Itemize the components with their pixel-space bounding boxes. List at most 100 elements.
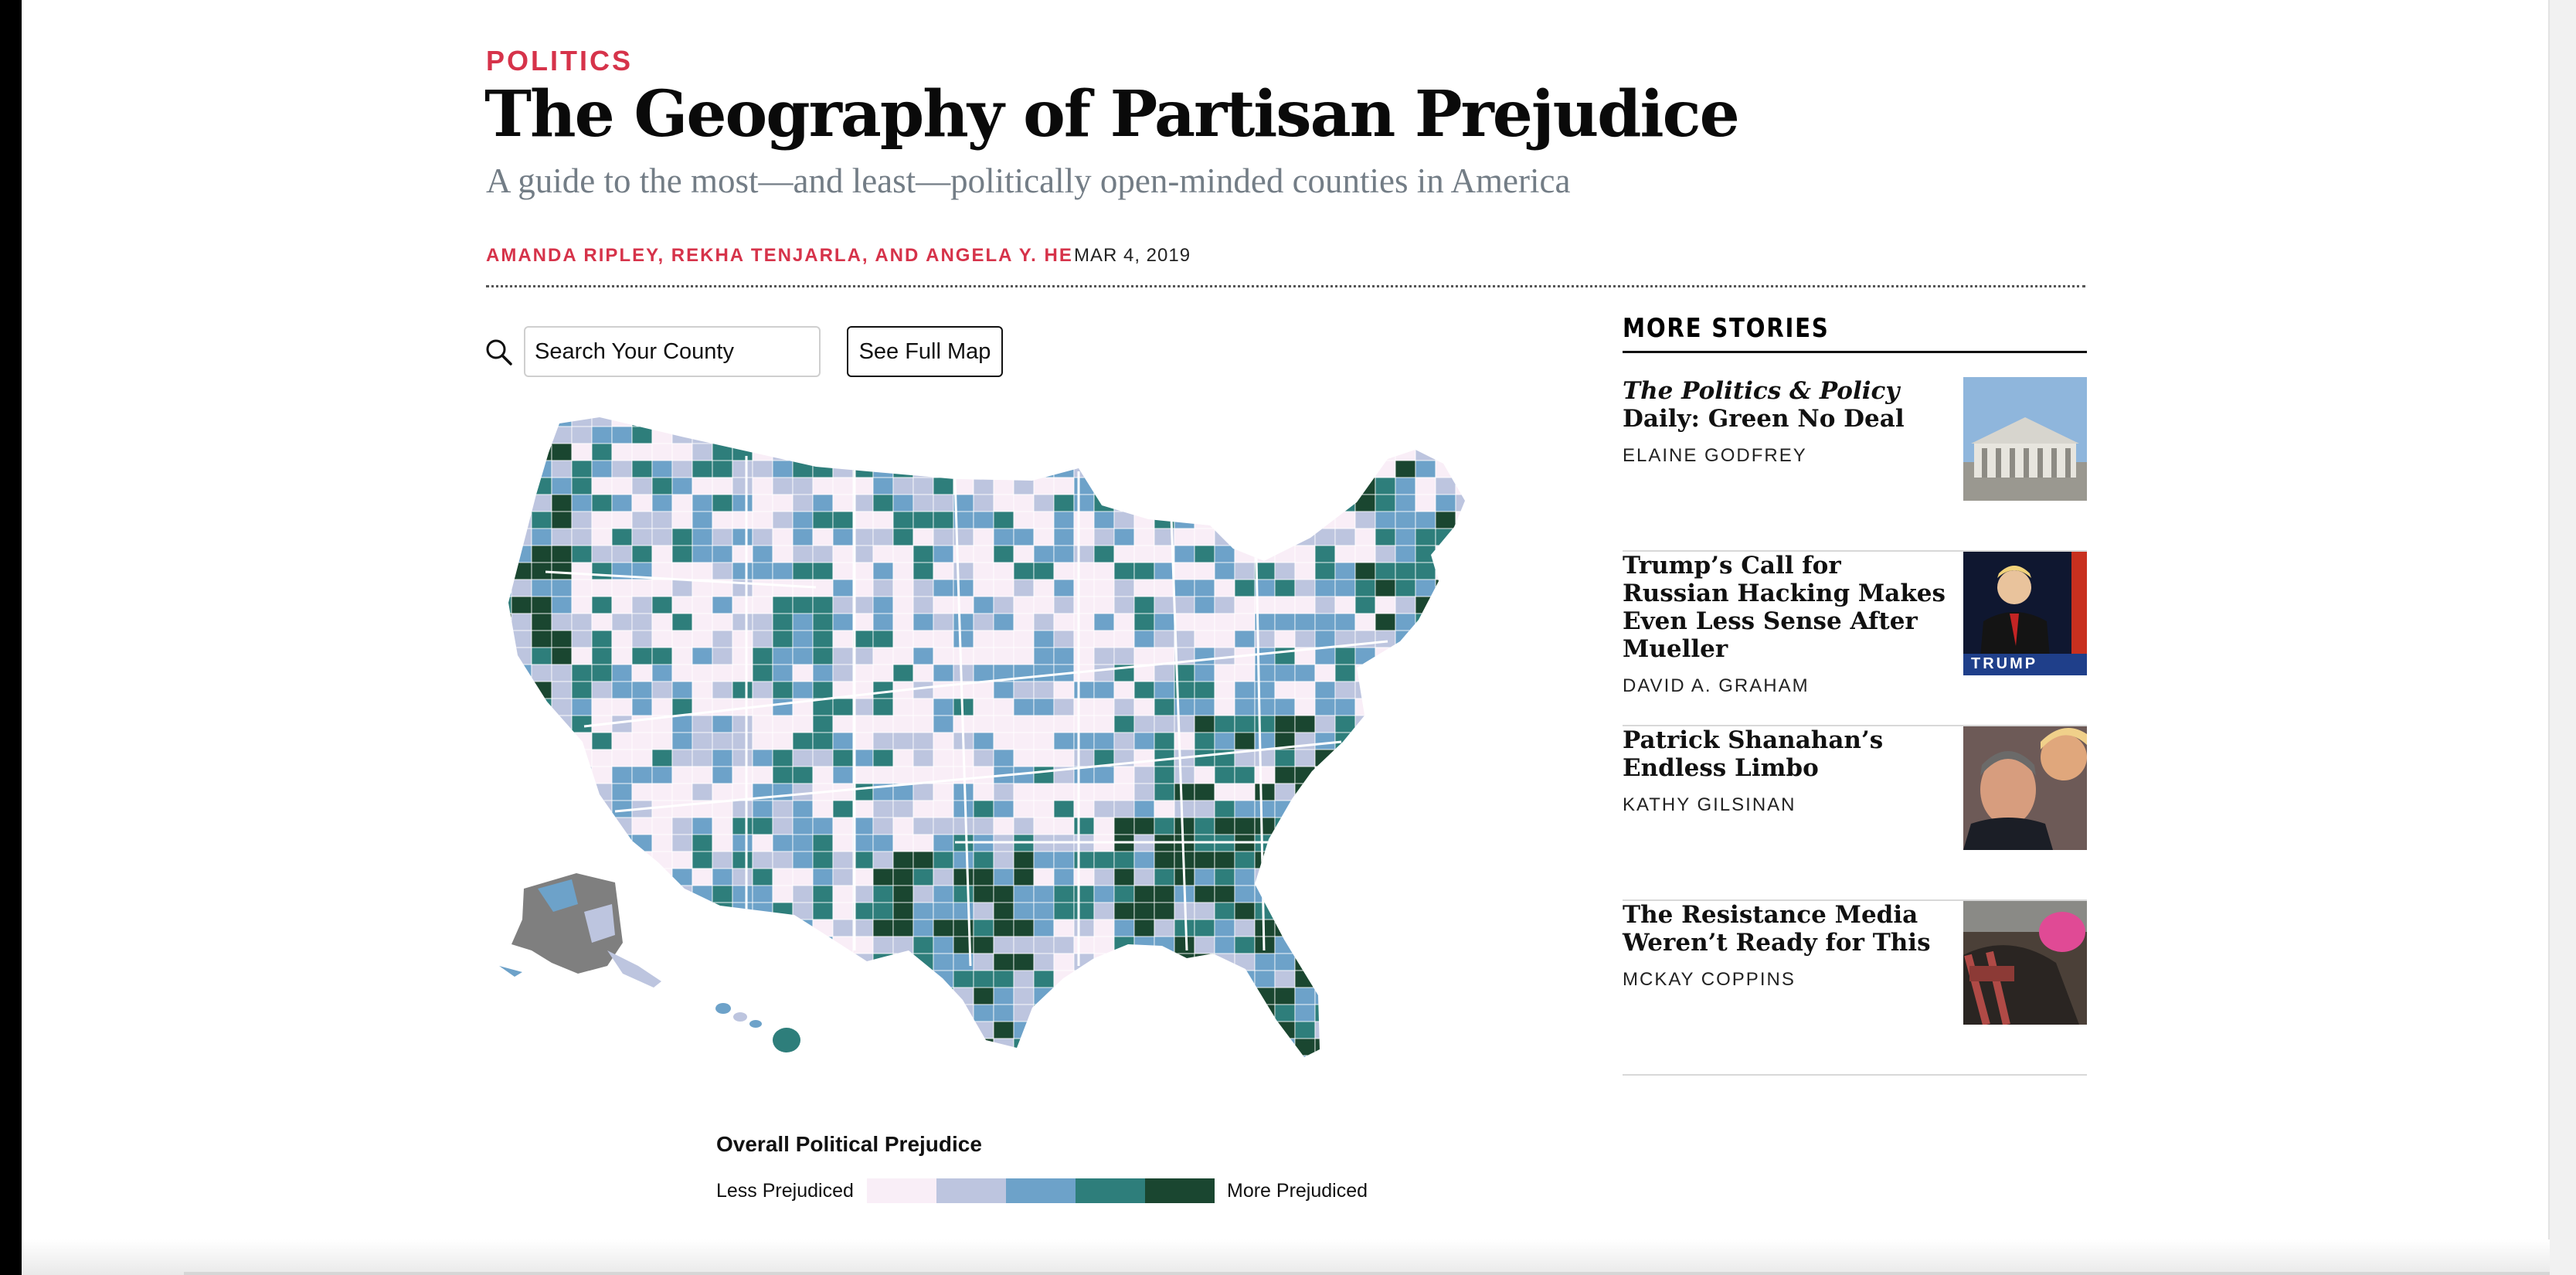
county-cell[interactable] [571, 681, 593, 699]
county-cell[interactable] [993, 902, 1014, 920]
county-cell[interactable] [1294, 1038, 1316, 1056]
county-cell[interactable] [1214, 715, 1235, 733]
county-cell[interactable] [692, 460, 713, 478]
county-cell[interactable] [591, 834, 613, 852]
county-cell[interactable] [1234, 953, 1256, 971]
county-cell[interactable] [671, 868, 693, 886]
county-cell[interactable] [1476, 767, 1496, 784]
county-cell[interactable] [993, 800, 1014, 818]
county-cell[interactable] [912, 443, 934, 461]
county-cell[interactable] [1234, 596, 1256, 614]
county-cell[interactable] [531, 834, 552, 852]
county-cell[interactable] [1214, 562, 1235, 580]
county-cell[interactable] [933, 613, 954, 631]
county-cell[interactable] [491, 868, 512, 886]
county-cell[interactable] [912, 1021, 934, 1039]
county-cell[interactable] [491, 766, 512, 784]
county-cell[interactable] [1354, 681, 1376, 699]
county-cell[interactable] [1476, 988, 1496, 1005]
county-cell[interactable] [1496, 665, 1516, 682]
county-cell[interactable] [1435, 681, 1456, 699]
county-cell[interactable] [511, 851, 532, 869]
county-cell[interactable] [1496, 903, 1516, 920]
county-cell[interactable] [933, 443, 954, 461]
county-cell[interactable] [511, 698, 532, 716]
county-cell[interactable] [692, 1073, 712, 1074]
county-cell[interactable] [1415, 970, 1436, 988]
county-cell[interactable] [892, 545, 914, 563]
county-cell[interactable] [1234, 460, 1256, 478]
county-cell[interactable] [1455, 851, 1476, 869]
county-cell[interactable] [1053, 715, 1075, 733]
county-cell[interactable] [1435, 1038, 1456, 1056]
county-cell[interactable] [1214, 783, 1235, 801]
county-cell[interactable] [491, 477, 512, 495]
county-cell[interactable] [912, 970, 934, 988]
county-cell[interactable] [1314, 1021, 1336, 1039]
story-title[interactable]: The Resistance Media Weren’t Ready for T… [1623, 901, 1955, 994]
county-cell[interactable] [1415, 732, 1436, 750]
county-cell[interactable] [511, 596, 532, 614]
county-cell[interactable] [1334, 1055, 1356, 1073]
county-cell[interactable] [1033, 545, 1055, 563]
county-cell[interactable] [1476, 631, 1496, 648]
county-cell[interactable] [933, 630, 954, 648]
county-cell[interactable] [973, 800, 994, 818]
county-cell[interactable] [1093, 868, 1115, 886]
county-cell[interactable] [1214, 511, 1235, 529]
county-cell[interactable] [812, 460, 834, 478]
county-cell[interactable] [1234, 681, 1256, 699]
county-cell[interactable] [1455, 902, 1476, 920]
county-cell[interactable] [1516, 478, 1536, 495]
county-cell[interactable] [1254, 460, 1276, 478]
county-cell[interactable] [1113, 630, 1135, 648]
county-cell[interactable] [852, 902, 874, 920]
county-cell[interactable] [1516, 716, 1536, 733]
county-cell[interactable] [1174, 596, 1195, 614]
county-cell[interactable] [1435, 800, 1456, 818]
county-cell[interactable] [631, 596, 653, 614]
county-cell[interactable] [631, 545, 653, 563]
county-cell[interactable] [1113, 562, 1135, 580]
county-cell[interactable] [872, 664, 894, 682]
county-cell[interactable] [852, 800, 874, 818]
county-cell[interactable] [1536, 648, 1550, 665]
county-cell[interactable] [872, 528, 894, 546]
county-cell[interactable] [692, 664, 713, 682]
story-card-2[interactable]: Trump’s Call for Russian Hacking Makes E… [1623, 552, 2087, 726]
county-cell[interactable] [1214, 817, 1235, 835]
county-cell[interactable] [571, 732, 593, 750]
county-cell[interactable] [1354, 766, 1376, 784]
county-cell[interactable] [1395, 562, 1416, 580]
county-cell[interactable] [1254, 970, 1276, 988]
county-cell[interactable] [892, 664, 914, 682]
county-cell[interactable] [953, 613, 974, 631]
county-cell[interactable] [632, 1073, 652, 1074]
county-cell[interactable] [692, 834, 713, 852]
county-cell[interactable] [1395, 460, 1416, 478]
county-cell[interactable] [993, 647, 1014, 665]
county-cell[interactable] [1476, 869, 1496, 886]
county-cell[interactable] [551, 1021, 573, 1039]
county-cell[interactable] [1254, 817, 1276, 835]
county-cell[interactable] [812, 749, 834, 767]
county-cell[interactable] [1354, 460, 1376, 478]
county-cell[interactable] [1073, 800, 1095, 818]
county-cell[interactable] [1395, 579, 1416, 597]
county-cell[interactable] [1113, 1055, 1135, 1073]
county-cell[interactable] [1254, 1055, 1276, 1073]
county-cell[interactable] [732, 596, 753, 614]
county-cell[interactable] [772, 919, 794, 937]
county-cell[interactable] [852, 1021, 874, 1039]
county-cell[interactable] [1053, 817, 1075, 835]
county-cell[interactable] [1154, 562, 1175, 580]
story-title[interactable]: Trump’s Call for Russian Hacking Makes E… [1623, 552, 1955, 700]
county-cell[interactable] [671, 443, 693, 461]
county-cell[interactable] [892, 562, 914, 580]
county-cell[interactable] [591, 817, 613, 835]
county-cell[interactable] [772, 613, 794, 631]
county-cell[interactable] [631, 919, 653, 937]
county-cell[interactable] [792, 919, 814, 937]
county-cell[interactable] [1133, 647, 1155, 665]
county-cell[interactable] [1033, 885, 1055, 903]
